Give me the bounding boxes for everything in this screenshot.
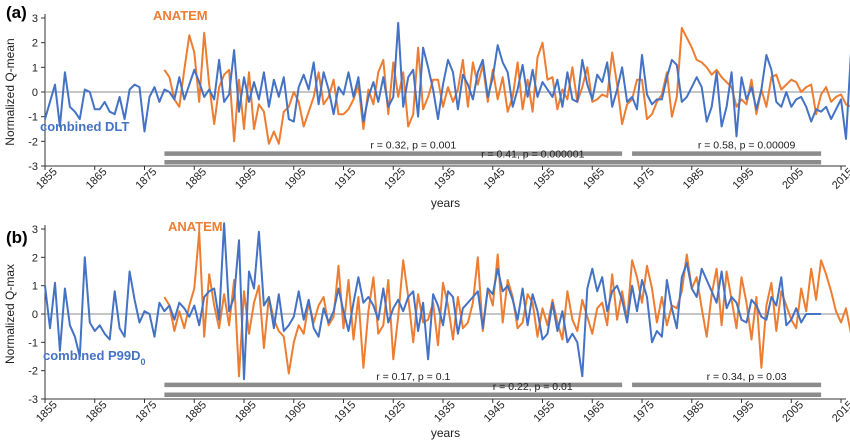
y-tick-label: 0: [32, 87, 38, 99]
x-tick-label: 1965: [581, 166, 607, 192]
x-tick-label: 1985: [681, 166, 707, 192]
series-label-anatem: ANATEM: [168, 219, 223, 234]
series-line-combined: [44, 21, 850, 140]
correlation-label: r = 0.58, p = 0.00009: [698, 140, 796, 152]
series-line-anatem: [163, 230, 850, 378]
y-axis-title: Normalized Q-mean: [3, 38, 17, 145]
x-tick-label: 1965: [581, 399, 607, 425]
x-tick-label: 1955: [531, 166, 557, 192]
x-tick-label: 1945: [482, 166, 508, 192]
x-tick-label: 2015: [830, 399, 850, 425]
y-tick-label: -2: [28, 366, 38, 378]
panel-label: (a): [6, 3, 27, 22]
x-axis-title: years: [431, 426, 460, 440]
correlation-label: r = 0.41, p = 0.000001: [481, 148, 584, 160]
y-tick-label: 0: [32, 309, 38, 321]
x-tick-label: 1925: [382, 166, 408, 192]
x-tick-label: 1905: [283, 399, 309, 425]
y-tick-label: 1: [32, 62, 38, 74]
series-label-anatem: ANATEM: [153, 8, 208, 23]
x-tick-label: 1935: [432, 399, 458, 425]
x-tick-label: 1915: [332, 166, 358, 192]
x-tick-label: 1955: [531, 399, 557, 425]
correlation-label: r = 0.22, p = 0.01: [493, 381, 573, 393]
x-tick-label: 2005: [780, 166, 806, 192]
x-tick-label: 1995: [731, 166, 757, 192]
x-tick-label: 1895: [233, 399, 259, 425]
y-tick-label: -1: [28, 337, 38, 349]
y-axis-title: Normalized Q-max: [3, 264, 17, 364]
series-label-combined: combined P99D0: [43, 348, 146, 367]
x-tick-label: 1895: [233, 166, 259, 192]
x-tick-label: 2005: [780, 399, 806, 425]
x-tick-label: 1865: [84, 166, 110, 192]
y-tick-label: 2: [32, 38, 38, 50]
y-tick-label: 3: [32, 13, 38, 25]
x-tick-label: 1865: [84, 399, 110, 425]
panel-label: (b): [6, 228, 28, 247]
x-axis-title: years: [431, 196, 460, 210]
x-tick-label: 1905: [283, 166, 309, 192]
x-tick-label: 1885: [183, 166, 209, 192]
series-label-subscript: 0: [141, 357, 146, 367]
x-tick-label: 1995: [731, 399, 757, 425]
x-tick-label: 1875: [133, 399, 159, 425]
y-tick-label: -1: [28, 112, 38, 124]
x-tick-label: 1915: [332, 399, 358, 425]
x-tick-label: 1925: [382, 399, 408, 425]
y-tick-label: 2: [32, 252, 38, 264]
y-tick-label: -3: [28, 161, 38, 173]
x-tick-label: 1885: [183, 399, 209, 425]
x-tick-label: 1875: [133, 166, 159, 192]
series-line-anatem: [163, 26, 850, 145]
x-tick-label: 1935: [432, 166, 458, 192]
y-tick-label: -3: [28, 394, 38, 406]
y-tick-label: 1: [32, 281, 38, 293]
correlation-label: r = 0.34, p = 0.03: [707, 371, 787, 383]
correlation-label: r = 0.32, p = 0.001: [370, 140, 456, 152]
x-tick-label: 1985: [681, 399, 707, 425]
series-label-combined: combined DLT: [40, 119, 129, 134]
x-tick-label: 1945: [482, 399, 508, 425]
correlation-label: r = 0.17, p = 0.1: [376, 371, 450, 383]
series-line-combined: [44, 222, 822, 381]
y-tick-label: -2: [28, 136, 38, 148]
x-tick-label: 1975: [631, 399, 657, 425]
x-tick-label: 2015: [830, 166, 850, 192]
x-tick-label: 1975: [631, 166, 657, 192]
y-tick-label: 3: [32, 224, 38, 236]
